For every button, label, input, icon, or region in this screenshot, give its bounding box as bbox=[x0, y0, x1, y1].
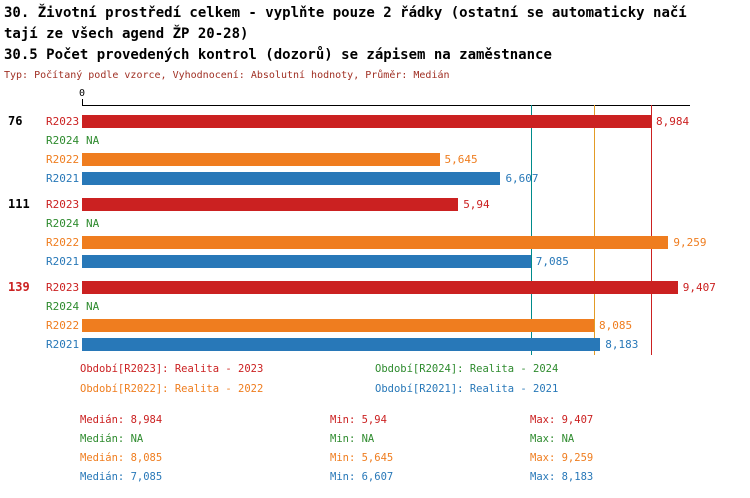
chart-meta-line: Typ: Počítaný podle vzorce, Vyhodnocení:… bbox=[4, 70, 450, 81]
chart-row-111-R2024: R2024 NA bbox=[0, 214, 750, 233]
row-label-R2024: R2024 bbox=[46, 300, 80, 313]
stat-median: Medián: 8,984 bbox=[80, 414, 163, 426]
row-label-R2022: R2022 bbox=[46, 153, 80, 166]
bar-R2022 bbox=[82, 153, 440, 166]
bar-chart-plot: 0 76 R2023 8,984 R2024 NA R2022 5,645 R2021 6,60… bbox=[0, 88, 750, 360]
bar-R2021 bbox=[82, 338, 601, 351]
bar-group-76: 76 R2023 8,984 R2024 NA R2022 5,645 R2021 6,607 bbox=[0, 112, 750, 188]
bar-value-label: NA bbox=[86, 300, 100, 313]
bar-value-label: NA bbox=[86, 134, 100, 147]
stats-row: Medián: 8,984 Min: 5,94 Max: 9,407 bbox=[0, 413, 750, 432]
legend: Období[R2023]: Realita - 2023 Období[R202… bbox=[0, 360, 750, 404]
bar-R2023 bbox=[82, 281, 678, 294]
bar-value-label: 8,984 bbox=[655, 115, 690, 128]
legend-item: Období[R2021]: Realita - 2021 bbox=[375, 383, 559, 395]
reference-line bbox=[650, 105, 652, 355]
row-label-R2023: R2023 bbox=[46, 115, 80, 128]
chart-row-139-R2021: R2021 8,183 bbox=[0, 335, 750, 354]
chart-row-139-R2022: R2022 8,085 bbox=[0, 316, 750, 335]
stats-row: Medián: NA Min: NA Max: NA bbox=[0, 432, 750, 451]
x-axis-zero-label: 0 bbox=[78, 88, 86, 99]
chart-row-111-R2023: R2023 5,94 bbox=[0, 195, 750, 214]
chart-row-111-R2021: R2021 7,085 bbox=[0, 252, 750, 271]
row-label-R2022: R2022 bbox=[46, 319, 80, 332]
bar-value-label: 5,645 bbox=[444, 153, 478, 166]
row-label-R2024: R2024 bbox=[46, 217, 80, 230]
bar-R2022 bbox=[82, 236, 669, 249]
row-label-R2024: R2024 bbox=[46, 134, 80, 147]
stat-min: Min: 6,607 bbox=[330, 471, 394, 483]
chart-row-139-R2023: R2023 9,407 bbox=[0, 278, 750, 297]
legend-item: Období[R2023]: Realita - 2023 bbox=[80, 363, 264, 375]
bar-value-label: 7,085 bbox=[535, 255, 569, 268]
stat-max: Max: NA bbox=[530, 433, 575, 445]
reference-line bbox=[594, 105, 596, 355]
stats-row: Medián: 7,085 Min: 6,607 Max: 8,183 bbox=[0, 470, 750, 489]
row-label-R2021: R2021 bbox=[46, 255, 80, 268]
bar-value-label: 8,085 bbox=[599, 319, 633, 332]
stat-median: Medián: NA bbox=[80, 433, 144, 445]
bar-value-label: 6,607 bbox=[505, 172, 539, 185]
row-label-R2023: R2023 bbox=[46, 281, 80, 294]
stat-max: Max: 9,407 bbox=[530, 414, 594, 426]
stat-median: Medián: 8,085 bbox=[80, 452, 163, 464]
group-label: 111 bbox=[8, 197, 30, 211]
group-label: 139 bbox=[8, 280, 30, 294]
row-label-R2023: R2023 bbox=[46, 198, 80, 211]
row-label-R2021: R2021 bbox=[46, 338, 80, 351]
legend-item: Období[R2024]: Realita - 2024 bbox=[375, 363, 559, 375]
bar-value-label: 8,183 bbox=[605, 338, 639, 351]
chart-subtitle: 30.5 Počet provedených kontrol (dozorů) … bbox=[4, 47, 552, 63]
stat-max: Max: 9,259 bbox=[530, 452, 594, 464]
bar-value-label: 9,259 bbox=[673, 236, 707, 249]
chart-row-111-R2022: R2022 9,259 bbox=[0, 233, 750, 252]
stat-max: Max: 8,183 bbox=[530, 471, 594, 483]
bar-group-111: 111 R2023 5,94 R2024 NA R2022 9,259 R2021 7,085 bbox=[0, 195, 750, 271]
row-label-R2022: R2022 bbox=[46, 236, 80, 249]
row-label-R2021: R2021 bbox=[46, 172, 80, 185]
legend-item: Období[R2022]: Realita - 2022 bbox=[80, 383, 264, 395]
chart-row-76-R2024: R2024 NA bbox=[0, 131, 750, 150]
bar-R2022 bbox=[82, 319, 595, 332]
bar-group-139: 139 R2023 9,407 R2024 NA R2022 8,085 R2021 8,183 bbox=[0, 278, 750, 354]
chart-title-line-1: 30. Životní prostředí celkem - vyplňte p… bbox=[4, 5, 687, 21]
chart-row-76-R2023: R2023 8,984 bbox=[0, 112, 750, 131]
stat-min: Min: NA bbox=[330, 433, 375, 445]
stats-table: Medián: 8,984 Min: 5,94 Max: 9,407 Medián: … bbox=[0, 408, 750, 494]
bar-value-label: 5,94 bbox=[463, 198, 490, 211]
stat-min: Min: 5,645 bbox=[330, 452, 394, 464]
chart-row-76-R2022: R2022 5,645 bbox=[0, 150, 750, 169]
bar-value-label: NA bbox=[86, 217, 100, 230]
reference-line bbox=[530, 105, 532, 355]
bar-R2023 bbox=[82, 115, 651, 128]
group-label: 76 bbox=[8, 114, 23, 128]
stats-row: Medián: 8,085 Min: 5,645 Max: 9,259 bbox=[0, 451, 750, 470]
chart-row-139-R2024: R2024 NA bbox=[0, 297, 750, 316]
stat-median: Medián: 7,085 bbox=[80, 471, 163, 483]
header: 30. Životní prostředí celkem - vyplňte p… bbox=[4, 3, 687, 85]
stat-min: Min: 5,94 bbox=[330, 414, 387, 426]
bar-value-label: 9,407 bbox=[682, 281, 716, 294]
x-axis-line bbox=[82, 105, 690, 106]
bar-R2023 bbox=[82, 198, 459, 211]
bar-R2021 bbox=[82, 255, 531, 268]
x-axis-tick bbox=[82, 99, 83, 105]
chart-row-76-R2021: R2021 6,607 bbox=[0, 169, 750, 188]
chart-title-line-2: tají ze všech agend ŽP 20-28) bbox=[4, 26, 249, 42]
bar-R2021 bbox=[82, 172, 501, 185]
